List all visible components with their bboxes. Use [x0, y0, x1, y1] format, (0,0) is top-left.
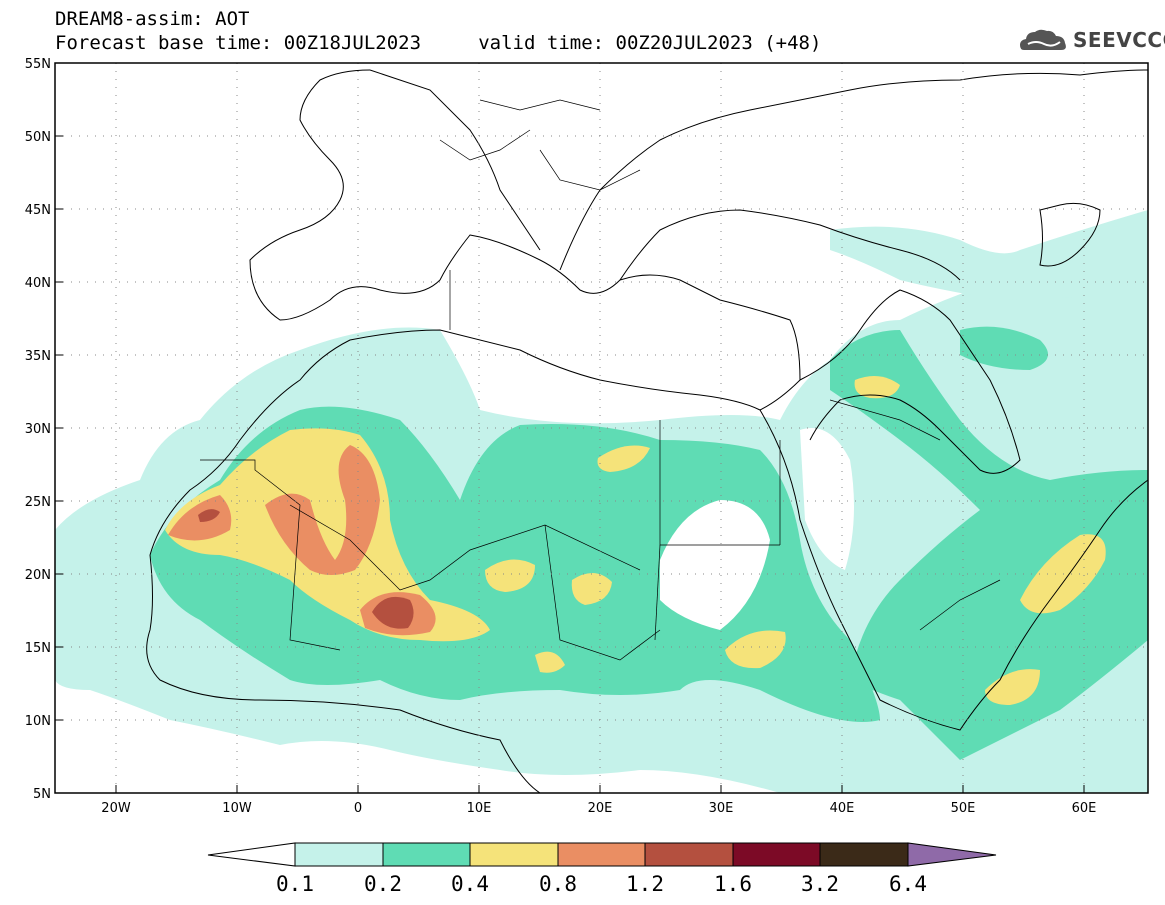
aot-contour-level-3i	[597, 445, 650, 472]
lat-label: 20N	[25, 568, 51, 583]
colorbar-swatch	[819, 842, 909, 867]
colorbar-high-arrow	[907, 842, 997, 867]
country-borders	[200, 99, 1001, 661]
logo-text: SEEVCCC	[1073, 28, 1165, 52]
colorbar-swatch	[469, 842, 559, 867]
lon-label: 0	[354, 801, 362, 816]
colorbar-swatch	[557, 842, 646, 867]
axis-ticks	[55, 62, 1085, 793]
aot-contour-level-3	[165, 428, 490, 642]
lon-label: 10E	[467, 801, 492, 816]
lat-label: 35N	[25, 349, 51, 364]
lon-label: 20W	[101, 801, 131, 816]
aot-contour-level-2b	[830, 330, 1148, 760]
colorbar-label: 0.8	[539, 872, 577, 896]
aot-contour-level-3b	[1020, 534, 1106, 614]
aot-contour-level-5	[372, 596, 414, 629]
lon-label: 10W	[222, 801, 252, 816]
clear-area	[660, 500, 770, 630]
colorbar-label: 0.2	[364, 872, 402, 896]
lon-label: 60E	[1072, 801, 1097, 816]
lat-label: 30N	[25, 422, 51, 437]
colorbar-swatch	[732, 842, 821, 867]
colorbar-label: 0.1	[276, 872, 314, 896]
colorbar-swatch	[294, 842, 384, 867]
aot-field	[55, 63, 1148, 793]
aot-contour-level-2c	[960, 326, 1048, 370]
colorbar-swatch	[382, 842, 471, 867]
colorbar-label: 1.2	[626, 872, 664, 896]
aot-contour-level-4b	[265, 445, 380, 575]
aot-contour-level-3g	[985, 669, 1040, 705]
latitude-labels: 55N 50N 45N 40N 35N 30N 25N 20N 15N 10N …	[25, 57, 51, 802]
lon-label: 40E	[830, 801, 855, 816]
aot-contour-level-3f	[854, 376, 900, 399]
colorbar-label: 3.2	[801, 872, 839, 896]
colorbar-label: 6.4	[889, 872, 927, 896]
map-title: DREAM8-assim: AOT	[55, 8, 250, 30]
lat-label: 40N	[25, 276, 51, 291]
longitude-labels: 20W 10W 0 10E 20E 30E 40E 50E 60E	[101, 801, 1096, 816]
aot-contour-level-3e	[571, 572, 612, 605]
aot-contour-level-1b	[830, 210, 1148, 300]
aot-contour-level-3c	[725, 630, 786, 669]
aot-contour-level-3h	[535, 651, 565, 673]
colorbar-label: 0.4	[451, 872, 489, 896]
clear-area-2	[800, 428, 854, 570]
aot-contour-level-3d	[485, 559, 535, 592]
lon-label: 20E	[588, 801, 613, 816]
lat-label: 5N	[33, 787, 51, 802]
lat-label: 45N	[25, 203, 51, 218]
lat-label: 50N	[25, 130, 51, 145]
colorbar-low-arrow	[207, 842, 296, 867]
cloud-logo-icon	[1020, 29, 1066, 50]
colorbar	[207, 842, 997, 867]
graticule	[55, 63, 1148, 793]
colorbar-swatch	[644, 842, 734, 867]
lat-label: 55N	[25, 57, 51, 72]
lat-label: 10N	[25, 714, 51, 729]
coastlines	[146, 69, 1148, 793]
forecast-time-subtitle: Forecast base time: 00Z18JUL2023 valid t…	[55, 32, 822, 54]
lon-label: 50E	[951, 801, 976, 816]
aot-contour-level-5b	[198, 509, 220, 522]
lat-label: 15N	[25, 641, 51, 656]
lat-label: 25N	[25, 495, 51, 510]
colorbar-label: 1.6	[714, 872, 752, 896]
colorbar-labels: 0.1 0.2 0.4 0.8 1.2 1.6 3.2 6.4	[276, 872, 927, 896]
lon-label: 30E	[709, 801, 734, 816]
